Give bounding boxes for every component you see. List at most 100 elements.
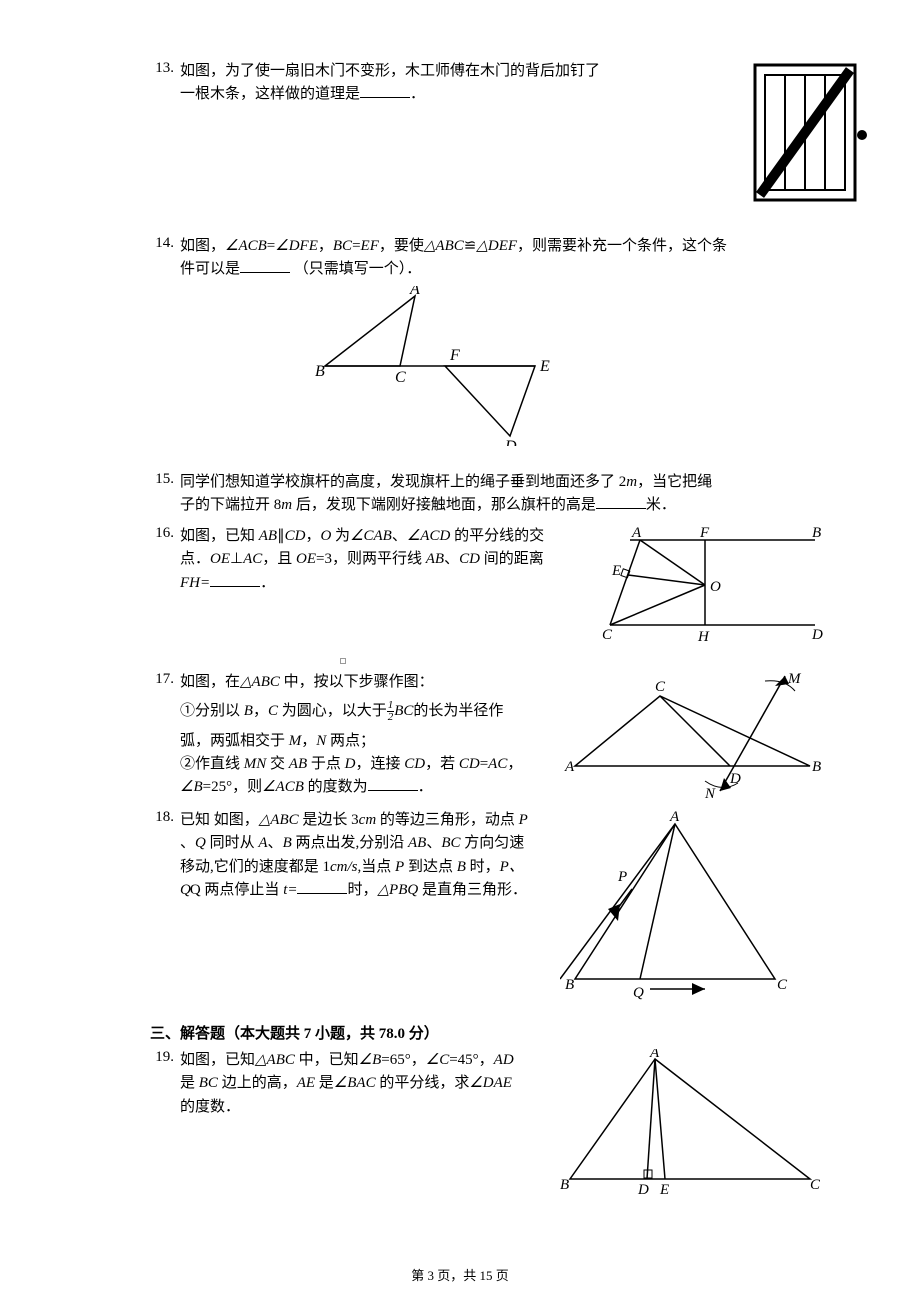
- label-a: A: [564, 759, 575, 775]
- label-e: E: [539, 358, 550, 375]
- text: 移动,它们的速度都是 1: [180, 859, 330, 875]
- label-f: F: [449, 347, 460, 364]
- text: CD: [404, 756, 425, 772]
- text: AB: [408, 835, 426, 851]
- text: CD: [459, 551, 480, 567]
- text: EF: [361, 238, 379, 254]
- question-text: 同学们想知道学校旗杆的高度，发现旗杆上的绳子垂到地面还多了 2m，当它把绳 子的…: [180, 471, 870, 518]
- question-18: 18. 已知 如图，△ABC 是边长 3cm 的等边三角形，动点 P 、Q 同时…: [150, 809, 870, 1004]
- text: △ABC: [240, 674, 280, 690]
- label-c: C: [655, 679, 666, 695]
- triangle-altitude-figure: A B C D E: [560, 1049, 820, 1199]
- label-e: E: [611, 563, 621, 579]
- tiny-square-icon: [340, 658, 346, 664]
- text: OE: [296, 551, 316, 567]
- text: ，: [305, 528, 320, 544]
- text: 间的距离: [480, 551, 544, 567]
- text: 、: [444, 551, 459, 567]
- text: △ABC: [424, 238, 464, 254]
- text: ∠DAE: [469, 1075, 512, 1091]
- text: FH=: [180, 575, 210, 591]
- text: ∠ACD: [407, 528, 450, 544]
- label-b: B: [812, 759, 821, 775]
- fill-blank: [210, 572, 260, 587]
- text: 如图，已知: [180, 1052, 255, 1068]
- text: ,当点: [358, 859, 396, 875]
- label-o: O: [710, 579, 721, 595]
- construction-figure: C A B D M N: [560, 671, 830, 801]
- text: ∠B: [180, 779, 203, 795]
- text: =65°，: [381, 1052, 425, 1068]
- text: ．: [410, 86, 425, 102]
- text: 后，发现下端刚好接触地面，那么旗杆的高是: [292, 497, 596, 513]
- page-total: 15: [480, 1268, 493, 1283]
- text: ，若: [425, 756, 459, 772]
- text: 时，: [466, 859, 500, 875]
- question-text: 如图，在△ABC 中，按以下步骤作图： ①分别以 B，C 为圆心，以大于12BC…: [180, 671, 550, 799]
- text: ，: [318, 238, 333, 254]
- text: C: [268, 703, 278, 719]
- text: D: [345, 756, 356, 772]
- text: ∠BAC: [334, 1075, 376, 1091]
- text: 、: [392, 528, 407, 544]
- text: ∠CAB: [350, 528, 392, 544]
- text: ①分别以: [180, 703, 244, 719]
- text: ，且: [262, 551, 296, 567]
- text: ∠ACB: [225, 238, 267, 254]
- triangle-figure: A B C F E D: [180, 286, 870, 446]
- text: 、: [180, 835, 195, 851]
- text: O: [320, 528, 331, 544]
- text: BC: [199, 1075, 218, 1091]
- text: 同学们想知道学校旗杆的高度，发现旗杆上的绳子垂到地面还多了 2: [180, 474, 626, 490]
- text: 交: [266, 756, 289, 772]
- text: 已知 如图，: [180, 812, 259, 828]
- label-p: P: [617, 869, 627, 885]
- text: AE: [297, 1075, 315, 1091]
- label-a: A: [409, 286, 420, 298]
- text: ∠DFE: [275, 238, 318, 254]
- text: Q: [195, 835, 206, 851]
- fill-blank: [297, 879, 347, 894]
- label-b: B: [812, 525, 821, 541]
- text: 页: [493, 1268, 509, 1283]
- text: P: [519, 812, 528, 828]
- label-b: B: [560, 1177, 569, 1193]
- text: 中，已知: [295, 1052, 359, 1068]
- question-17: 17. 如图，在△ABC 中，按以下步骤作图： ①分别以 B，C 为圆心，以大于…: [150, 671, 870, 801]
- text: m: [281, 497, 292, 513]
- text: =25°，则: [203, 779, 262, 795]
- text: t=: [283, 882, 297, 898]
- text: BC: [394, 703, 413, 719]
- text: BC: [333, 238, 352, 254]
- label-c: C: [602, 627, 613, 643]
- page-footer: 第 3 页，共 15 页: [0, 1265, 920, 1284]
- question-text: 如图，为了使一扇旧木门不变形，木工师傅在木门的背后加钉了 一根木条，这样做的道理…: [180, 60, 740, 107]
- text: ⊥: [230, 551, 243, 567]
- text: ．: [260, 575, 275, 591]
- text: 为: [331, 528, 350, 544]
- question-number: 18.: [150, 809, 180, 826]
- text: 的平分线，求: [376, 1075, 470, 1091]
- text: AB: [289, 756, 307, 772]
- text: CD: [285, 528, 306, 544]
- text: ，要使: [379, 238, 424, 254]
- text: 方向匀速: [461, 835, 525, 851]
- text: 两点；: [326, 733, 375, 749]
- question-number: 19.: [150, 1049, 180, 1066]
- question-text: 如图，已知 AB∥CD，O 为∠CAB、∠ACD 的平分线的交 点．OE⊥AC，…: [180, 525, 590, 595]
- door-figure: [750, 60, 870, 205]
- question-19: 19. 如图，已知△ABC 中，已知∠B=65°，∠C=45°，AD 是 BC …: [150, 1049, 870, 1199]
- text: 如图，: [180, 238, 225, 254]
- text: 时，: [347, 882, 377, 898]
- text: 为圆心，以大于: [278, 703, 387, 719]
- text: 一根木条，这样做的道理是: [180, 86, 360, 102]
- label-c: C: [777, 977, 788, 993]
- text: CD: [459, 756, 480, 772]
- text: Q 两点停止当: [190, 882, 283, 898]
- text: 如图，在: [180, 674, 240, 690]
- text: =: [267, 238, 275, 254]
- label-c: C: [810, 1177, 820, 1193]
- text: OE: [210, 551, 230, 567]
- text: =: [352, 238, 360, 254]
- text: 如图，已知: [180, 528, 259, 544]
